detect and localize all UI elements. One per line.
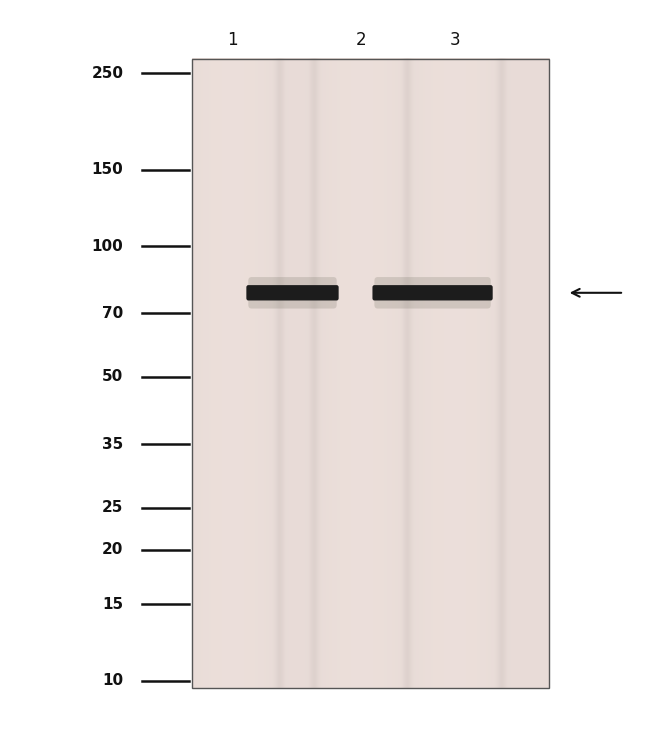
- Text: 100: 100: [92, 239, 124, 253]
- Text: 70: 70: [102, 306, 124, 321]
- FancyBboxPatch shape: [248, 277, 337, 309]
- Text: 20: 20: [102, 542, 124, 558]
- Text: 150: 150: [92, 162, 124, 177]
- Text: 10: 10: [103, 673, 124, 688]
- Text: 3: 3: [450, 31, 460, 49]
- Text: 50: 50: [102, 370, 124, 384]
- Text: 2: 2: [356, 31, 367, 49]
- Text: 35: 35: [102, 437, 124, 452]
- FancyBboxPatch shape: [374, 277, 491, 309]
- Text: 25: 25: [102, 500, 124, 515]
- FancyBboxPatch shape: [372, 285, 493, 300]
- Bar: [192, 59, 549, 688]
- Text: 250: 250: [92, 66, 124, 81]
- FancyBboxPatch shape: [246, 285, 339, 300]
- Text: 15: 15: [103, 597, 124, 612]
- Text: 1: 1: [227, 31, 238, 49]
